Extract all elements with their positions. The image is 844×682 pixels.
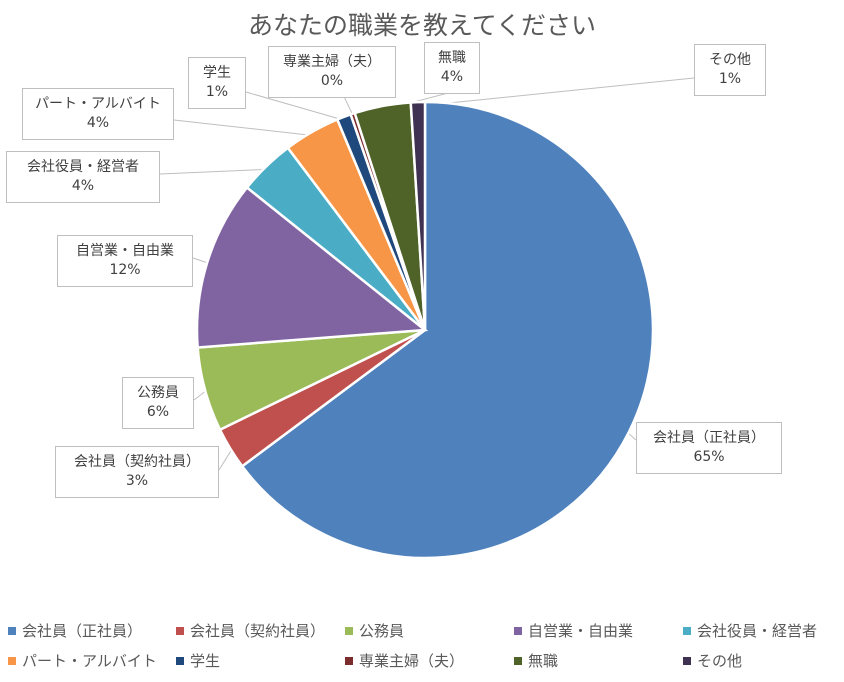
callout-6-name: 学生: [203, 65, 231, 81]
legend-label-2: 公務員: [359, 622, 405, 640]
legend-swatch-2: [345, 626, 353, 635]
leader-line-4: [159, 168, 270, 175]
callout-5: パート・アルバイト 4%: [22, 88, 174, 140]
callout-2-value: 6%: [146, 404, 170, 420]
callout-8: 無職 4%: [424, 42, 480, 94]
callout-6-value: 1%: [205, 84, 229, 100]
legend-label-0: 会社員（正社員）: [22, 622, 143, 640]
callout-4-value: 4%: [71, 178, 95, 194]
callout-5-name: パート・アルバイト: [35, 96, 161, 112]
callout-3-value: 12%: [109, 262, 141, 278]
legend-item-0: 会社員（正社員）: [8, 620, 142, 641]
callout-9-name: その他: [709, 52, 751, 68]
callout-2: 公務員 6%: [122, 377, 194, 429]
callout-2-name: 公務員: [137, 385, 179, 401]
callout-4: 会社役員・経営者 4%: [6, 151, 160, 203]
legend-swatch-1: [176, 626, 184, 635]
callout-3-name: 自営業・自由業: [76, 243, 174, 259]
callout-3: 自営業・自由業 12%: [57, 235, 193, 287]
legend-item-6: 学生: [176, 650, 220, 671]
callout-5-value: 4%: [86, 115, 110, 131]
legend-label-7: 専業主婦（夫）: [359, 652, 465, 670]
callout-7-name: 専業主婦（夫）: [283, 54, 381, 70]
legend: 会社員（正社員） 会社員（契約社員） 公務員 自営業・自由業 会社役員・経営者 …: [8, 620, 844, 680]
legend-label-6: 学生: [190, 652, 221, 670]
callout-8-name: 無職: [438, 50, 466, 66]
callout-7-value: 0%: [320, 73, 344, 89]
legend-item-9: その他: [683, 650, 742, 671]
callout-9-value: 1%: [718, 71, 742, 87]
legend-label-1: 会社員（契約社員）: [190, 622, 326, 640]
legend-swatch-3: [514, 626, 522, 635]
callout-1-name: 会社員（契約社員）: [74, 454, 200, 470]
callout-0-value: 65%: [693, 449, 725, 465]
legend-swatch-6: [176, 656, 184, 665]
callout-4-name: 会社役員・経営者: [27, 159, 139, 175]
legend-label-5: パート・アルバイト: [22, 652, 157, 670]
callout-1-value: 3%: [125, 473, 149, 489]
legend-swatch-8: [514, 656, 522, 665]
legend-item-4: 会社役員・経営者: [683, 620, 817, 641]
chart-title: あなたの職業を教えてください: [247, 11, 596, 40]
legend-label-9: その他: [697, 652, 743, 670]
legend-item-5: パート・アルバイト: [8, 650, 157, 671]
legend-swatch-5: [8, 656, 16, 665]
legend-label-3: 自営業・自由業: [528, 622, 634, 640]
legend-item-7: 専業主婦（夫）: [345, 650, 464, 671]
callout-8-value: 4%: [440, 69, 464, 85]
legend-item-1: 会社員（契約社員）: [176, 620, 325, 641]
callout-9: その他 1%: [694, 44, 766, 96]
legend-swatch-7: [345, 656, 353, 665]
callout-1: 会社員（契約社員） 3%: [55, 446, 219, 498]
pie-slice-0: [240, 100, 655, 560]
pie-chart: [159, 77, 695, 560]
callout-7: 専業主婦（夫） 0%: [268, 46, 396, 98]
legend-item-3: 自営業・自由業: [514, 620, 633, 641]
leader-line-6: [245, 91, 346, 122]
leader-line-9: [417, 77, 695, 107]
legend-item-2: 公務員: [345, 620, 404, 641]
callout-6: 学生 1%: [188, 57, 246, 109]
legend-item-8: 無職: [514, 650, 558, 671]
legend-swatch-0: [8, 626, 16, 635]
legend-swatch-9: [683, 656, 691, 665]
legend-label-8: 無職: [528, 652, 559, 670]
legend-swatch-4: [683, 626, 691, 635]
callout-0: 会社員（正社員） 65%: [636, 422, 782, 474]
callout-0-name: 会社員（正社員）: [653, 430, 765, 446]
pie-slice-3: [195, 185, 429, 349]
leader-line-5: [173, 119, 314, 137]
pie-slice-9: [409, 100, 427, 331]
legend-label-4: 会社役員・経営者: [697, 622, 818, 640]
